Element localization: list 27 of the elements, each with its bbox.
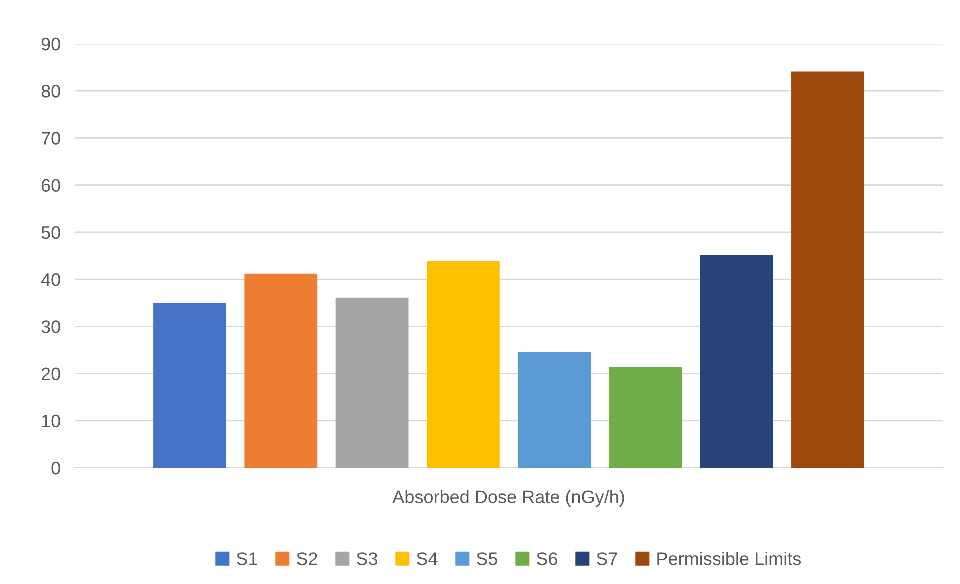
legend-label: S4 [417, 552, 438, 566]
y-tick-label: 90 [42, 38, 60, 51]
y-tick-label: 60 [42, 179, 60, 192]
bar [792, 72, 864, 468]
y-tick-label: 40 [41, 273, 60, 286]
legend-label: S5 [477, 552, 498, 566]
legend-label: S3 [357, 552, 378, 566]
y-tick-label: 30 [42, 320, 60, 334]
y-tick-label: 70 [42, 132, 60, 145]
x-tick-label: Absorbed Dose Rate (nGy/h) [392, 490, 624, 508]
legend-label: S6 [537, 552, 558, 566]
y-tick-label: 10 [42, 414, 60, 428]
bar [700, 255, 774, 468]
bar [154, 303, 226, 468]
bar [426, 261, 500, 468]
legend-label: S2 [297, 552, 318, 566]
y-tick-label: 50 [42, 226, 60, 240]
bar [336, 298, 409, 468]
bar [244, 274, 318, 468]
legend-label: S1 [237, 552, 258, 566]
bar [609, 367, 682, 468]
y-tick-label: 0 [52, 462, 60, 475]
legend-label: Permissible Limits [658, 552, 802, 566]
y-tick-label: 80 [42, 85, 60, 98]
bar [518, 352, 592, 468]
y-tick-label: 20 [42, 368, 60, 380]
legend-label: S7 [597, 552, 618, 566]
